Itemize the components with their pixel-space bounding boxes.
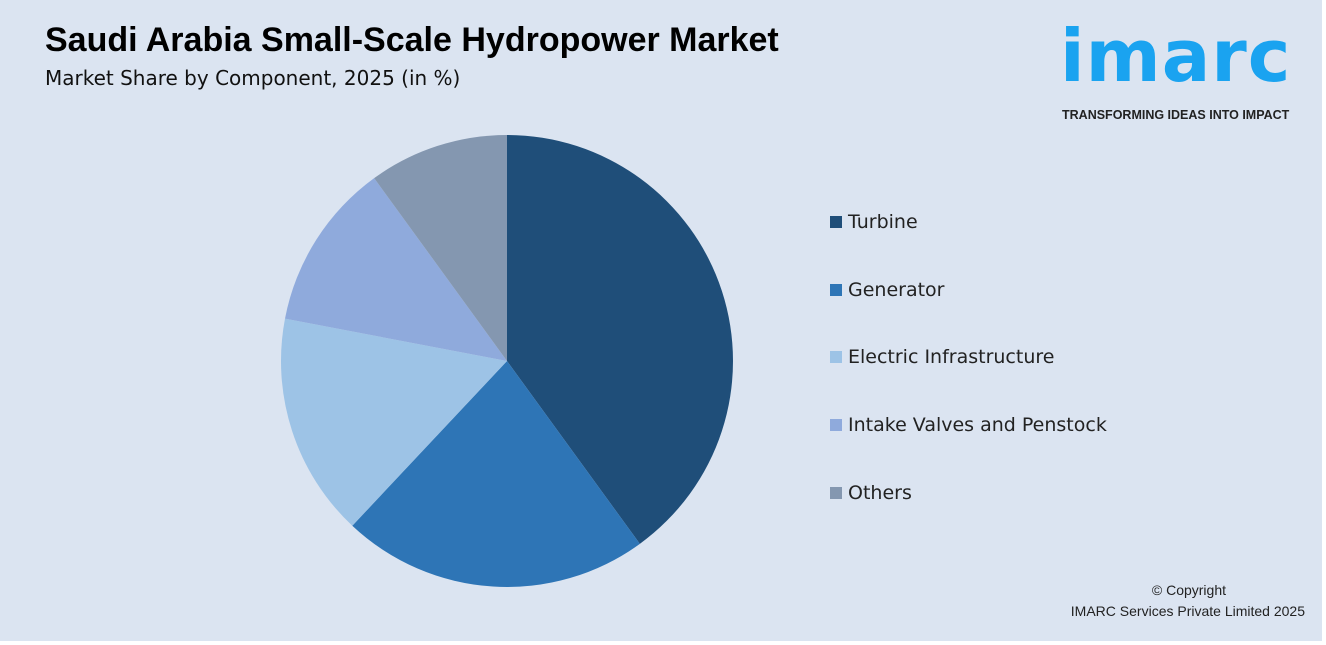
chart-title: Saudi Arabia Small-Scale Hydropower Mark… bbox=[45, 21, 779, 59]
legend-label: Generator bbox=[848, 278, 945, 301]
legend-swatch bbox=[830, 486, 842, 499]
legend-label: Intake Valves and Penstock bbox=[848, 414, 1107, 437]
legend-item: Turbine bbox=[830, 210, 918, 234]
legend-item: Others bbox=[830, 481, 912, 505]
legend-label: Others bbox=[848, 481, 912, 504]
imarc-logo: imarc TRANSFORMING IDEAS INTO IMPACT bbox=[1060, 10, 1316, 125]
legend-item: Intake Valves and Penstock bbox=[830, 413, 1107, 437]
logo-tagline: TRANSFORMING IDEAS INTO IMPACT bbox=[1062, 108, 1290, 122]
legend-label: Electric Infrastructure bbox=[848, 346, 1055, 369]
company-name: IMARC Services Private Limited 2025 bbox=[1070, 603, 1305, 619]
chart-subtitle: Market Share by Component, 2025 (in %) bbox=[45, 66, 461, 90]
copyright: © Copyright bbox=[1151, 582, 1226, 598]
legend-swatch bbox=[830, 419, 842, 432]
legend-item: Generator bbox=[830, 278, 944, 302]
logo-wordmark: imarc bbox=[1060, 14, 1292, 98]
pie-slice-intake-valves-and-penstock bbox=[285, 178, 507, 361]
legend-swatch bbox=[830, 283, 842, 296]
pie-slice-generator bbox=[352, 361, 640, 587]
pie-slice-turbine bbox=[507, 135, 733, 544]
legend-label: Turbine bbox=[848, 211, 918, 233]
legend-item: Electric Infrastructure bbox=[830, 345, 1054, 369]
legend-swatch bbox=[830, 216, 842, 228]
pie-slice-others bbox=[374, 135, 507, 361]
legend-swatch bbox=[830, 351, 842, 364]
pie-slice-electric-infrastructure bbox=[281, 318, 507, 526]
